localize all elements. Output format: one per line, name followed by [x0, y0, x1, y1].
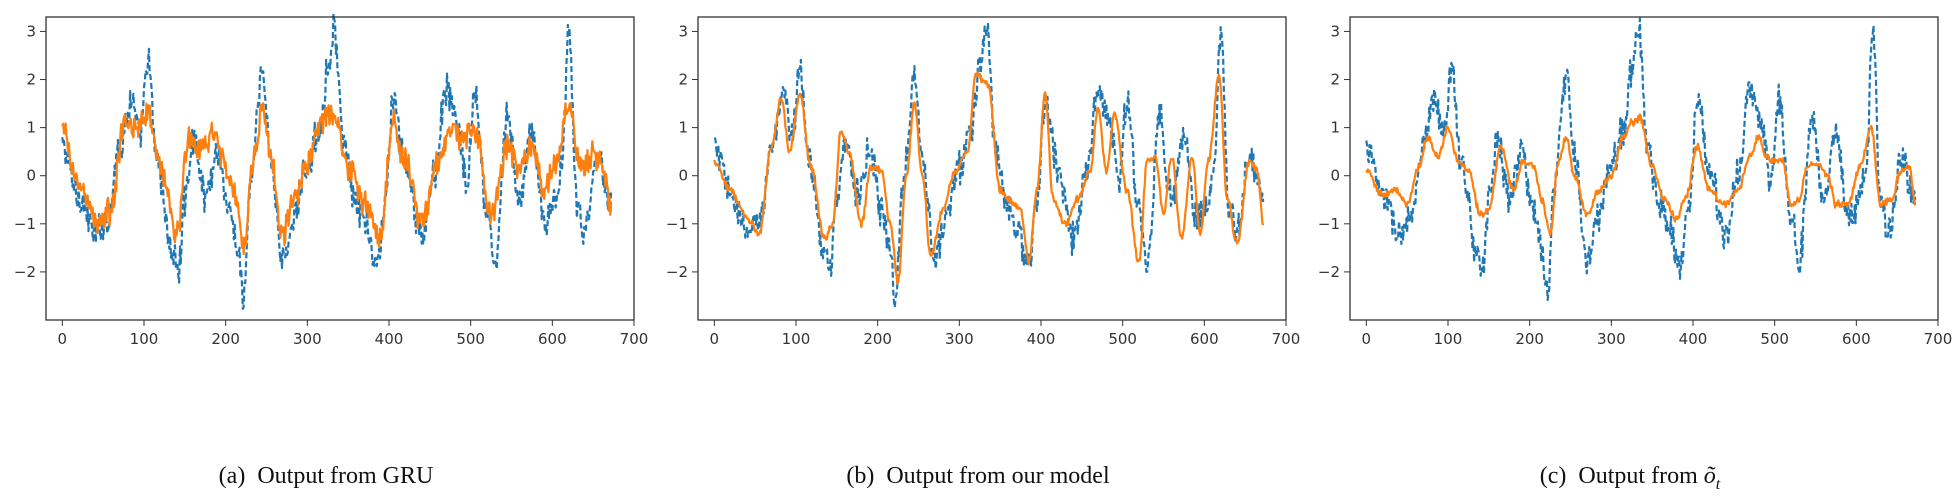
chart-b: 0 100 200 300 400 500 600 700 −2 −1 0 1 2 3: [666, 16, 1301, 348]
series-solid-line: [1365, 113, 1917, 237]
series-dashed-line: [61, 12, 613, 310]
x-tick-label: 0: [710, 330, 720, 348]
caption-b: (b) Output from our model: [652, 463, 1304, 490]
caption-c-subscript: t: [1715, 475, 1721, 493]
x-tick-label: 500: [1760, 330, 1789, 348]
caption-b-text: Output from our model: [886, 463, 1110, 489]
x-tick-label: 500: [456, 330, 485, 348]
y-tick-label: 2: [26, 71, 36, 89]
panel-b: 0 100 200 300 400 500 600 700 −2 −1 0 1 2 3 (b) Outpu…: [652, 0, 1304, 504]
y-tick-label: −1: [1318, 215, 1340, 233]
series-dashed-line: [1365, 17, 1917, 302]
caption-c: (c) Output from õt: [1304, 463, 1956, 494]
chart-c: 0 100 200 300 400 500 600 700 −2 −1 0 1 2 3: [1318, 16, 1953, 348]
x-tick-label: 300: [1597, 330, 1626, 348]
y-tick-label: −2: [14, 263, 36, 281]
x-tick-label: 300: [945, 330, 974, 348]
caption-a-tag: (a): [218, 463, 246, 489]
x-tick-label: 600: [1842, 330, 1871, 348]
x-tick-label: 300: [293, 330, 322, 348]
y-tick-label: 0: [678, 167, 688, 185]
panel-a: 0 100 200 300 400 500 600 700 −2 −1 0 1 2 3 (a) Outpu…: [0, 0, 652, 504]
caption-a-text: Output from GRU: [257, 463, 434, 489]
x-tick-label: 400: [1027, 330, 1056, 348]
axes-frame: [45, 16, 635, 321]
x-tick-label: 700: [620, 330, 649, 348]
x-tick-label: 200: [863, 330, 892, 348]
caption-a: (a) Output from GRU: [0, 463, 652, 490]
caption-c-symbol: õ: [1703, 463, 1716, 489]
caption-b-tag: (b): [846, 463, 875, 489]
x-tick-label: 700: [1924, 330, 1953, 348]
y-tick-label: −2: [666, 263, 688, 281]
y-tick-label: −1: [14, 215, 36, 233]
y-tick-label: 0: [26, 167, 36, 185]
panel-c: 0 100 200 300 400 500 600 700 −2 −1 0 1 2 3 (c) Outpu…: [1304, 0, 1956, 504]
series-dashed-line: [713, 21, 1265, 309]
y-tick-label: −1: [666, 215, 688, 233]
x-tick-label: 600: [538, 330, 567, 348]
x-tick-label: 200: [211, 330, 240, 348]
chart-a: 0 100 200 300 400 500 600 700 −2 −1 0 1 2 3: [14, 12, 649, 348]
x-tick-label: 600: [1190, 330, 1219, 348]
y-tick-label: 2: [1330, 71, 1340, 89]
caption-c-text: Output from: [1578, 463, 1704, 489]
x-tick-label: 500: [1108, 330, 1137, 348]
series-solid-line: [61, 102, 613, 256]
x-tick-label: 700: [1272, 330, 1301, 348]
axes-frame: [1349, 16, 1939, 321]
x-tick-label: 0: [1362, 330, 1372, 348]
caption-c-tag: (c): [1539, 463, 1567, 489]
x-tick-label: 100: [782, 330, 811, 348]
y-tick-label: 1: [26, 119, 36, 137]
y-tick-label: 2: [678, 71, 688, 89]
x-tick-label: 100: [130, 330, 159, 348]
y-tick-label: 3: [1330, 22, 1340, 40]
y-tick-label: 1: [678, 119, 688, 137]
y-tick-label: 3: [26, 22, 36, 40]
x-tick-label: 100: [1434, 330, 1463, 348]
y-tick-label: 0: [1330, 167, 1340, 185]
x-tick-label: 200: [1515, 330, 1544, 348]
x-tick-label: 400: [1679, 330, 1708, 348]
series-solid-line: [713, 71, 1265, 285]
y-tick-label: 1: [1330, 119, 1340, 137]
x-tick-label: 400: [375, 330, 404, 348]
axes-frame: [697, 16, 1287, 321]
y-tick-label: 3: [678, 22, 688, 40]
x-tick-label: 0: [58, 330, 68, 348]
y-tick-label: −2: [1318, 263, 1340, 281]
